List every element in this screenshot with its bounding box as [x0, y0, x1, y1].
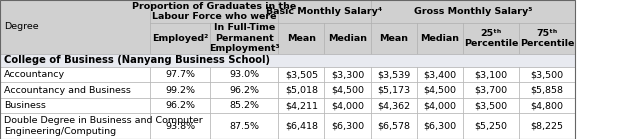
Bar — [371, 98, 417, 113]
Text: $3,700: $3,700 — [474, 86, 508, 95]
Bar — [150, 0, 278, 23]
Text: Mean: Mean — [379, 34, 408, 43]
Text: $6,418: $6,418 — [285, 122, 318, 131]
Text: 96.2%: 96.2% — [165, 101, 195, 110]
Bar — [463, 98, 519, 113]
Text: Accountancy and Business: Accountancy and Business — [4, 86, 131, 95]
Text: 75ᵗʰ
Percentile: 75ᵗʰ Percentile — [520, 28, 574, 48]
Text: $6,300: $6,300 — [331, 122, 364, 131]
Text: Business: Business — [4, 101, 45, 110]
Bar — [324, 67, 371, 82]
Text: Median: Median — [328, 34, 367, 43]
Bar — [463, 113, 519, 139]
Text: $4,500: $4,500 — [331, 86, 364, 95]
Bar — [371, 0, 575, 23]
Bar — [417, 23, 463, 54]
Bar — [371, 82, 417, 98]
Text: $4,000: $4,000 — [331, 101, 364, 110]
Text: 87.5%: 87.5% — [229, 122, 259, 131]
Bar — [417, 82, 463, 98]
Bar — [278, 23, 324, 54]
Text: $5,250: $5,250 — [474, 122, 508, 131]
Text: $4,211: $4,211 — [285, 101, 318, 110]
Bar — [324, 82, 371, 98]
Text: 25ᵗʰ
Percentile: 25ᵗʰ Percentile — [464, 28, 518, 48]
Bar — [210, 23, 278, 54]
Bar — [463, 23, 519, 54]
Bar — [519, 82, 575, 98]
Text: $4,362: $4,362 — [377, 101, 410, 110]
Bar — [324, 23, 371, 54]
Text: $3,500: $3,500 — [474, 101, 508, 110]
Bar — [150, 82, 210, 98]
Text: $4,000: $4,000 — [423, 101, 456, 110]
Text: College of Business (Nanyang Business School): College of Business (Nanyang Business Sc… — [4, 55, 270, 65]
Text: 93.8%: 93.8% — [165, 122, 195, 131]
Text: $3,500: $3,500 — [531, 70, 564, 79]
Text: $6,300: $6,300 — [423, 122, 456, 131]
Text: Proportion of Graduates in the
Labour Force who were: Proportion of Graduates in the Labour Fo… — [132, 2, 296, 21]
Text: $4,500: $4,500 — [423, 86, 456, 95]
Text: $3,100: $3,100 — [474, 70, 508, 79]
Bar — [150, 98, 210, 113]
Text: 99.2%: 99.2% — [165, 86, 195, 95]
Bar — [278, 98, 324, 113]
Bar — [371, 67, 417, 82]
Text: $3,400: $3,400 — [423, 70, 456, 79]
Bar — [278, 82, 324, 98]
Bar — [0, 67, 150, 82]
Text: 93.0%: 93.0% — [229, 70, 259, 79]
Bar — [278, 113, 324, 139]
Text: $5,018: $5,018 — [285, 86, 318, 95]
Bar — [371, 23, 417, 54]
Bar — [150, 23, 210, 54]
Text: Accountancy: Accountancy — [4, 70, 65, 79]
Text: $3,539: $3,539 — [377, 70, 410, 79]
Bar — [210, 82, 278, 98]
Text: Basic Monthly Salary⁴: Basic Monthly Salary⁴ — [266, 7, 383, 16]
Bar — [519, 113, 575, 139]
Text: $4,800: $4,800 — [531, 101, 564, 110]
Bar — [371, 113, 417, 139]
Bar — [0, 82, 150, 98]
Text: Employed²: Employed² — [152, 34, 208, 43]
Text: $8,225: $8,225 — [531, 122, 564, 131]
Bar — [463, 82, 519, 98]
Text: Gross Monthly Salary⁵: Gross Monthly Salary⁵ — [413, 7, 532, 16]
Bar — [463, 67, 519, 82]
Bar — [417, 67, 463, 82]
Text: 97.7%: 97.7% — [165, 70, 195, 79]
Text: Mean: Mean — [287, 34, 316, 43]
Text: In Full-Time
Permanent
Employment³: In Full-Time Permanent Employment³ — [209, 23, 280, 53]
Bar — [519, 98, 575, 113]
Text: Double Degree in Business and Computer
Engineering/Computing: Double Degree in Business and Computer E… — [4, 116, 203, 136]
Text: $3,505: $3,505 — [285, 70, 318, 79]
Bar — [324, 98, 371, 113]
Bar — [324, 113, 371, 139]
Text: $6,578: $6,578 — [377, 122, 410, 131]
Bar — [278, 67, 324, 82]
Text: $5,858: $5,858 — [531, 86, 564, 95]
Bar — [0, 54, 575, 67]
Text: $5,173: $5,173 — [377, 86, 410, 95]
Bar — [150, 67, 210, 82]
Bar — [150, 113, 210, 139]
Bar — [519, 67, 575, 82]
Text: 96.2%: 96.2% — [229, 86, 259, 95]
Bar — [519, 23, 575, 54]
Bar — [417, 113, 463, 139]
Bar — [0, 113, 150, 139]
Bar — [278, 0, 371, 23]
Text: $3,300: $3,300 — [331, 70, 364, 79]
Text: Degree: Degree — [4, 22, 38, 31]
Bar — [210, 98, 278, 113]
Text: 85.2%: 85.2% — [229, 101, 259, 110]
Bar — [210, 113, 278, 139]
Bar — [0, 98, 150, 113]
Bar — [417, 98, 463, 113]
Bar — [0, 0, 575, 139]
Bar — [0, 0, 150, 54]
Bar — [210, 67, 278, 82]
Text: Median: Median — [420, 34, 459, 43]
